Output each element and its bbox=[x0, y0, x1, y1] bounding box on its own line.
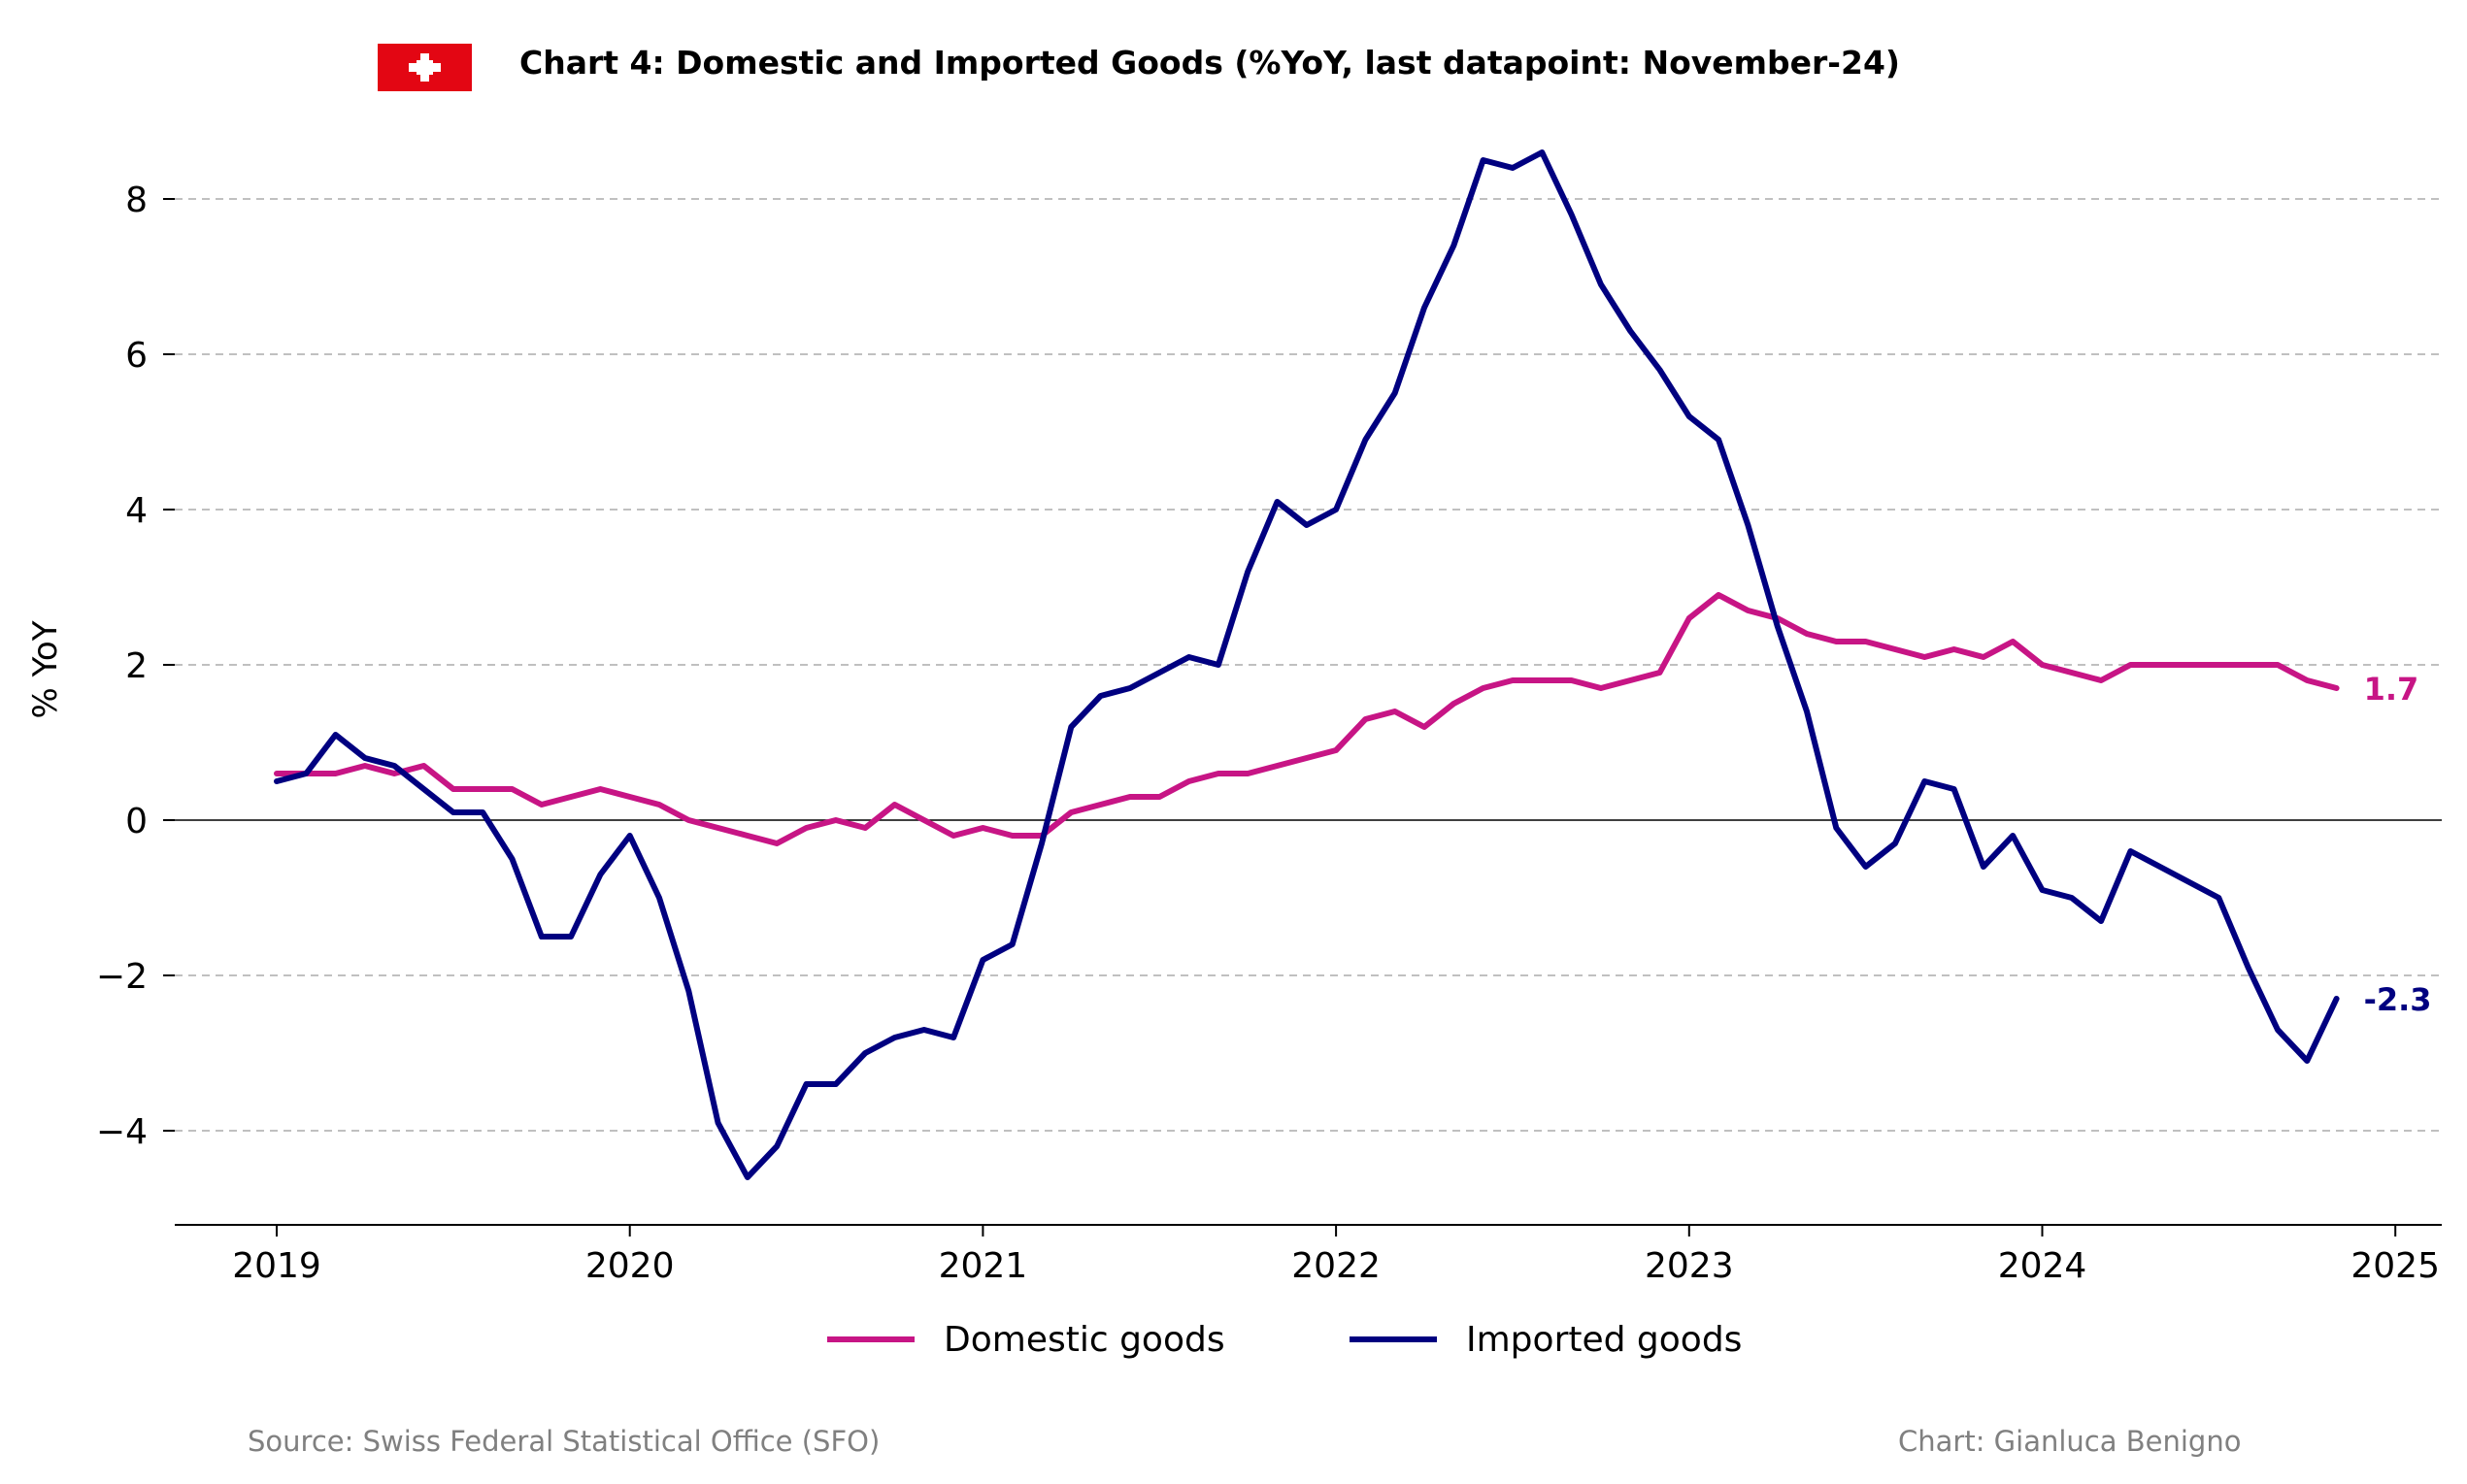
chart-title: Chart 4: Domestic and Imported Goods (%Y… bbox=[519, 44, 1900, 82]
x-tick-label: 2025 bbox=[2350, 1246, 2440, 1286]
y-axis-label: % YoY bbox=[26, 620, 65, 718]
source-note: Source: Swiss Federal Statistical Office… bbox=[248, 1425, 880, 1458]
x-tick-label: 2021 bbox=[939, 1246, 1028, 1286]
x-tick-label: 2020 bbox=[585, 1246, 675, 1286]
series-line-domestic bbox=[274, 592, 2340, 846]
legend-label-domestic: Domestic goods bbox=[944, 1320, 1225, 1360]
legend-label-imported: Imported goods bbox=[1466, 1320, 1742, 1360]
y-tick-label: −4 bbox=[96, 1112, 148, 1152]
series-line-imported bbox=[274, 149, 2340, 1180]
end-labels: 1.7 -2.3 bbox=[2364, 671, 2432, 1018]
chart-credit: Chart: Gianluca Benigno bbox=[1898, 1425, 2241, 1458]
y-tick-label: 8 bbox=[125, 181, 148, 220]
x-tick-label: 2024 bbox=[1998, 1246, 2087, 1286]
y-tick-label: 0 bbox=[125, 802, 148, 841]
x-axis: 2019 2020 2021 2022 2023 2024 2025 bbox=[175, 1224, 2442, 1286]
legend: Domestic goods Imported goods bbox=[827, 1320, 1742, 1360]
gridlines bbox=[175, 198, 2442, 1132]
series-lines bbox=[274, 149, 2340, 1180]
y-tick-label: 2 bbox=[125, 646, 148, 686]
swiss-flag-icon bbox=[378, 44, 472, 91]
x-tick-label: 2023 bbox=[1645, 1246, 1734, 1286]
x-tick-label: 2019 bbox=[232, 1246, 321, 1286]
end-label-domestic: 1.7 bbox=[2364, 671, 2419, 708]
y-tick-label: −2 bbox=[96, 957, 148, 997]
end-label-imported: -2.3 bbox=[2364, 981, 2432, 1018]
y-tick-label: 4 bbox=[125, 491, 148, 531]
y-tick-label: 6 bbox=[125, 336, 148, 376]
x-tick-label: 2022 bbox=[1291, 1246, 1381, 1286]
y-axis: −4 −2 0 2 4 6 8 bbox=[96, 181, 175, 1152]
